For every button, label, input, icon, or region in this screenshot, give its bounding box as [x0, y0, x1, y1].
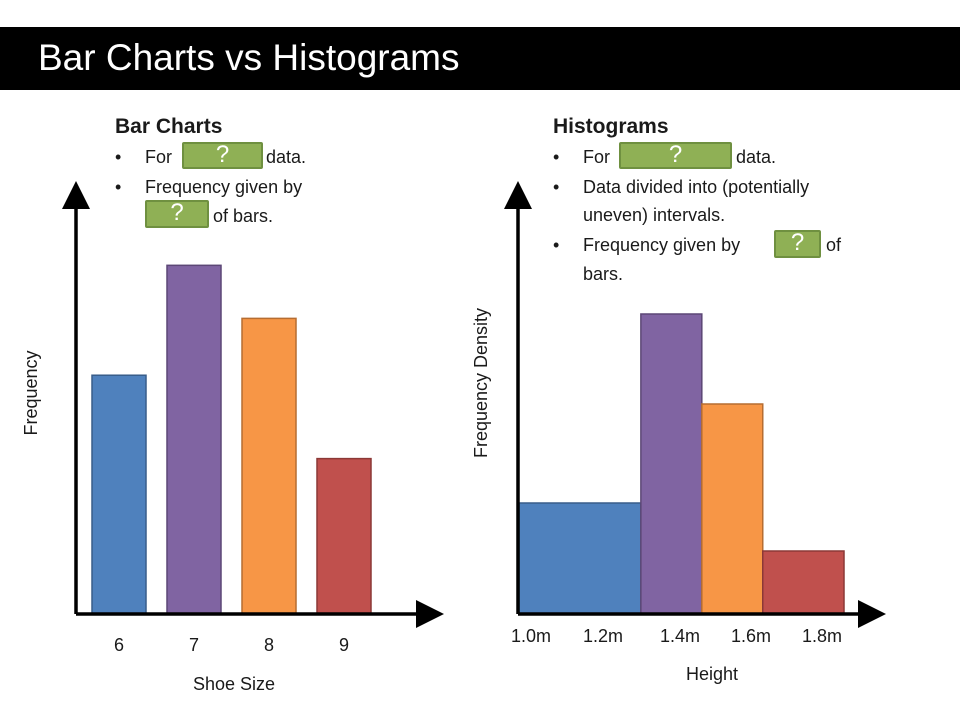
bar-chart: 6 7 8 9 Shoe Size Frequency	[21, 181, 444, 694]
hidden-answer-box[interactable]: ?	[182, 142, 263, 169]
bar-bullet-2-suffix: of bars.	[213, 206, 274, 226]
histograms-heading: Histograms	[553, 115, 669, 138]
bar-bullet-1-prefix: For	[145, 147, 172, 167]
x-tick-label: 6	[114, 635, 124, 655]
hist-bullet-1: • For	[553, 146, 610, 168]
bar-bullet-2-text: Frequency given by	[145, 177, 303, 197]
x-tick-label: 1.2m	[583, 626, 623, 646]
histogram-bin-3	[701, 403, 764, 615]
x-tick-label: 8	[264, 635, 274, 655]
x-tick-label: 7	[189, 635, 199, 655]
bar-6	[91, 374, 147, 615]
histogram-chart: 1.0m 1.2m 1.4m 1.6m 1.8m Height Frequency Dens…	[471, 181, 886, 684]
hist-bullet-3-suffix: of	[826, 235, 842, 255]
y-axis-label: Frequency	[21, 350, 41, 435]
bullet-dot: •	[553, 147, 560, 167]
bar-7	[166, 264, 222, 615]
hist-bullet-2: • Data divided into (potentially	[553, 176, 810, 198]
x-tick-label: 9	[339, 635, 349, 655]
x-axis-label: Height	[686, 664, 738, 684]
x-axis-label: Shoe Size	[193, 674, 275, 694]
title-bar: Bar Charts vs Histograms	[0, 27, 960, 90]
x-tick-label: 1.4m	[660, 626, 700, 646]
hist-bullet-2-line2: uneven) intervals.	[583, 205, 726, 225]
bar-bullet-1-suffix: data.	[266, 147, 307, 167]
bar-9	[316, 457, 372, 615]
hist-bullet-3: • Frequency given by	[553, 234, 741, 256]
hist-bullet-3-prefix: Frequency given by	[583, 235, 741, 255]
hidden-answer-box[interactable]: ?	[145, 200, 209, 228]
bar-bullet-1: • For	[115, 146, 172, 168]
histogram-bin-4	[762, 550, 845, 615]
x-tick-label: 1.0m	[511, 626, 551, 646]
bullet-dot: •	[115, 177, 122, 197]
hidden-answer-box[interactable]: ?	[774, 230, 821, 258]
hidden-answer-box[interactable]: ?	[619, 142, 732, 169]
hist-bullet-3-line2: bars.	[583, 264, 624, 284]
histogram-bin-1	[518, 502, 642, 615]
slide-title: Bar Charts vs Histograms	[38, 37, 460, 78]
hist-bullet-2-line1: Data divided into (potentially	[583, 177, 810, 197]
x-tick-label: 1.6m	[731, 626, 771, 646]
bullet-dot: •	[115, 147, 122, 167]
hist-bullet-1-prefix: For	[583, 147, 610, 167]
y-axis-label: Frequency Density	[471, 308, 491, 458]
bullet-dot: •	[553, 177, 560, 197]
bullet-dot: •	[553, 235, 560, 255]
histogram-bin-2	[640, 313, 703, 615]
hist-bullet-1-suffix: data.	[736, 147, 777, 167]
x-tick-label: 1.8m	[802, 626, 842, 646]
bar-charts-heading: Bar Charts	[115, 115, 223, 138]
bar-8	[241, 317, 297, 615]
bar-bullet-2: • Frequency given by	[115, 176, 303, 198]
